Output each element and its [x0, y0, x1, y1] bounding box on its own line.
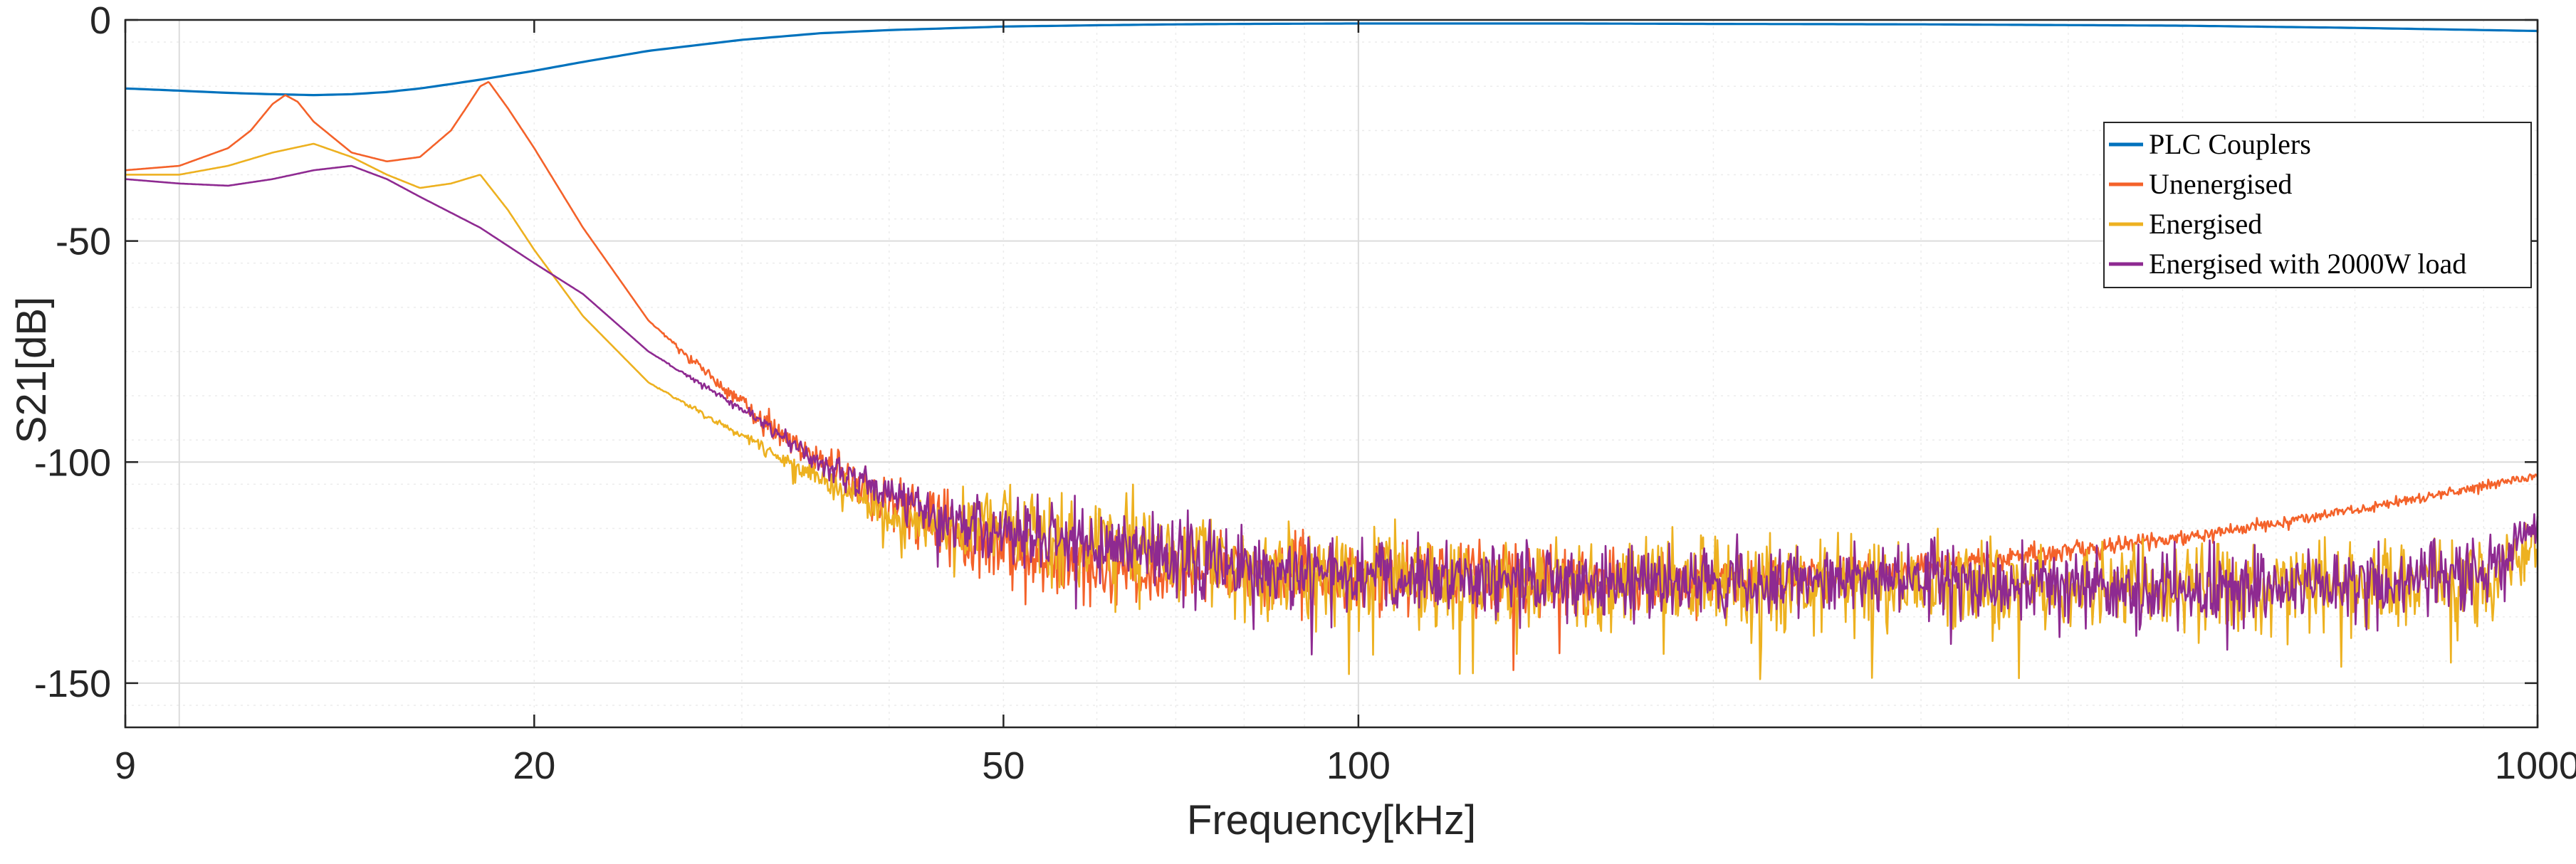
y-tick-labels: 0 -50 -100 -150 — [34, 0, 111, 705]
series-line — [125, 164, 2539, 655]
legend-label: Energised — [2149, 208, 2262, 240]
y-tick-label: -100 — [34, 441, 111, 484]
x-tick-label: 100 — [1326, 744, 1391, 787]
y-axis-title: S21[dB] — [9, 297, 55, 443]
legend-label: PLC Couplers — [2149, 128, 2311, 160]
plot-frame — [124, 19, 2539, 729]
x-tick-label: 9 — [115, 744, 136, 787]
x-tick-label: 50 — [982, 744, 1025, 787]
x-tick-label: 20 — [513, 744, 555, 787]
x-axis-title: Frequency[kHz] — [1187, 797, 1476, 843]
y-tick-label: -50 — [56, 221, 111, 263]
x-tick-label: 1000 — [2495, 744, 2576, 787]
legend-box — [2103, 122, 2532, 288]
y-tick-label: 0 — [90, 0, 111, 42]
legend-label: Unenergised — [2149, 168, 2292, 200]
legend-label: Energised with 2000W load — [2149, 248, 2466, 280]
x-tick-labels: 9 20 50 100 1000 — [115, 744, 2576, 787]
series-line — [125, 22, 2538, 97]
y-tick-label: -150 — [34, 663, 111, 705]
series-layer — [125, 22, 2539, 680]
legend: PLC Couplers Unenergised Energised Energ… — [2103, 122, 2532, 288]
